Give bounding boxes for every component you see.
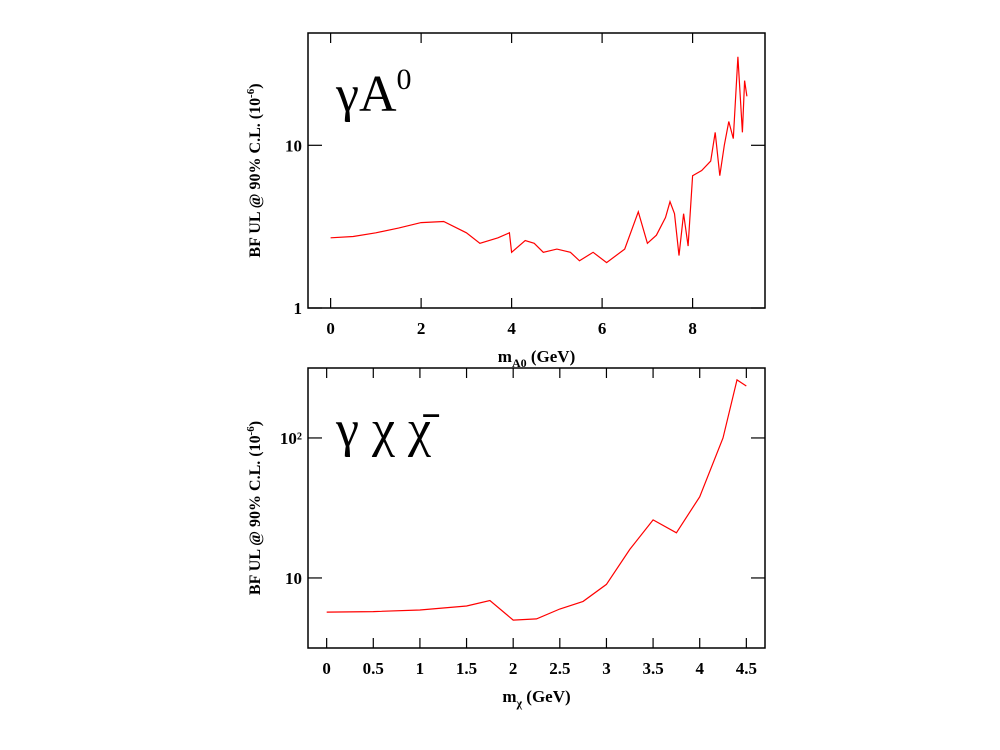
plot-frame [307,367,766,649]
y-label-main: BF UL @ 90% C.L. (10 [247,435,264,595]
annotation: γ χ χ̄ [335,401,439,458]
x-tick-label: 0.5 [363,659,384,678]
y-axis-label: BF UL @ 90% C.L. (10-6) [245,83,264,257]
x-tick-label: 0 [322,659,331,678]
y-label-rest: ) [247,421,264,426]
x-label-main: m [498,347,512,366]
y-tick-label: 1 [294,299,303,318]
plot-frame [307,32,766,309]
x-tick-label: 2.5 [549,659,570,678]
x-axis-label: mχ (GeV) [502,687,570,710]
x-label-main: m [502,687,516,706]
y-label-main: BF UL @ 90% C.L. (10 [247,98,264,258]
x-tick-label: 8 [688,319,697,338]
x-tick-label: 4 [695,659,704,678]
x-label-rest: (GeV) [522,687,571,706]
x-tick-label: 1.5 [456,659,477,678]
y-label-rest: ) [247,83,264,88]
x-tick-label: 2 [509,659,518,678]
y-label-sup: -6 [245,426,257,436]
x-tick-label: 2 [417,319,426,338]
annotation-sup: 0 [397,63,412,96]
annotation-text: γA [335,66,397,123]
x-tick-label: 3.5 [642,659,663,678]
x-label-sub: χ [516,696,523,710]
y-axis-label: BF UL @ 90% C.L. (10-6) [245,421,264,595]
y-tick-label: 10 [285,569,302,588]
data-line [330,56,748,264]
data-line [326,378,747,621]
annotation: γA0 [335,63,412,123]
x-tick-label: 1 [416,659,425,678]
x-axis-label: mA0 (GeV) [498,347,575,370]
y-label-sup: -6 [245,88,257,98]
y-tick-label: 10² [280,429,302,448]
x-tick-label: 4 [507,319,516,338]
x-label-rest: (GeV) [527,347,576,366]
y-tick-label: 10 [285,136,302,155]
x-tick-label: 3 [602,659,611,678]
x-tick-label: 0 [326,319,335,338]
x-label-sub: A0 [512,356,527,370]
x-tick-label: 6 [598,319,607,338]
x-tick-label: 4.5 [736,659,757,678]
annotation-text: γ χ χ̄ [335,401,439,458]
